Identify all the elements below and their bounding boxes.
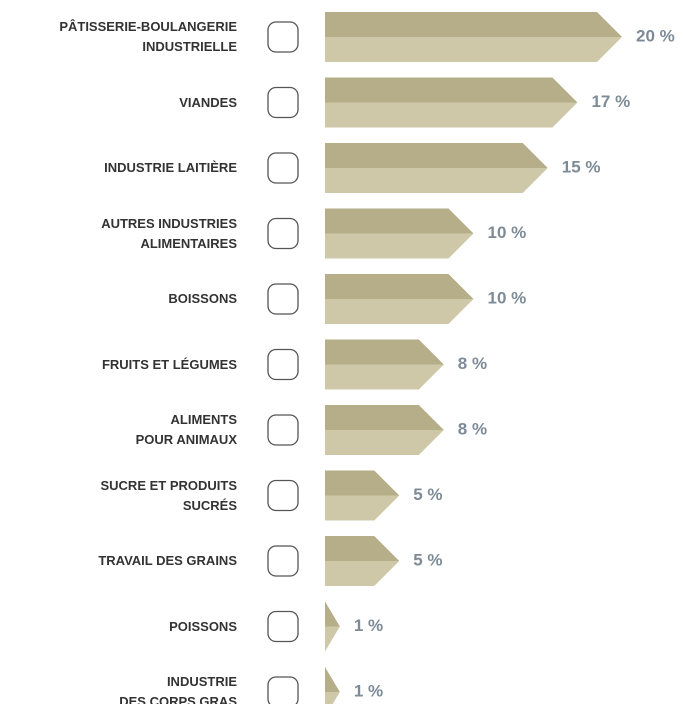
icon — [267, 21, 299, 53]
bar-half — [325, 299, 474, 324]
bar-half — [325, 102, 578, 128]
icon — [267, 545, 299, 577]
value-label: 8 % — [458, 419, 487, 438]
bar — [325, 208, 474, 259]
icon — [267, 86, 299, 119]
bar — [325, 77, 578, 128]
category-label: VIANDES — [179, 94, 237, 110]
bar-half — [325, 364, 444, 390]
bar-half — [325, 208, 474, 234]
value-label: 10 % — [488, 288, 527, 307]
bar-half — [325, 561, 400, 586]
icon — [267, 479, 299, 512]
bar-half — [325, 601, 340, 627]
icon — [267, 152, 299, 184]
category-label: BOISSONS — [168, 291, 237, 306]
category-label: INDUSTRIE DES CORPS GRAS — [119, 674, 237, 704]
icon — [267, 414, 299, 446]
category-label: TRAVAIL DES GRAINS — [98, 553, 237, 568]
bar-half — [325, 470, 400, 496]
bar — [325, 12, 622, 62]
value-label: 17 % — [591, 92, 630, 111]
bar-half — [325, 274, 474, 299]
category-label: SUCRE ET PRODUITS SUCRÉS — [100, 477, 237, 513]
category-label: PÂTISSERIE-BOULANGERIE INDUSTRIELLE — [59, 19, 237, 54]
icon — [267, 217, 299, 250]
bar-half — [325, 37, 622, 62]
bar — [325, 470, 400, 521]
value-label: 10 % — [488, 223, 527, 242]
value-label: 20 % — [636, 26, 675, 45]
icon — [267, 348, 299, 381]
bar-half — [325, 405, 444, 430]
bar — [325, 274, 474, 324]
bar — [325, 667, 340, 704]
value-label: 1 % — [354, 681, 383, 700]
bar-half — [325, 430, 444, 455]
value-label: 5 % — [413, 550, 442, 569]
bar-half — [325, 536, 400, 561]
icon — [267, 610, 299, 643]
category-label: AUTRES INDUSTRIES ALIMENTAIRES — [101, 215, 237, 251]
value-label: 8 % — [458, 354, 487, 373]
bar-half — [325, 667, 340, 692]
bar-half — [325, 233, 474, 259]
icon — [267, 283, 299, 315]
bar — [325, 601, 340, 652]
category-label: POISSONS — [169, 618, 237, 634]
bar-half — [325, 692, 340, 704]
category-label: INDUSTRIE LAITIÈRE — [104, 160, 237, 175]
bar-half — [325, 626, 340, 652]
bar — [325, 536, 400, 586]
value-label: 5 % — [413, 485, 442, 504]
value-label: 1 % — [354, 616, 383, 635]
bar-half — [325, 77, 578, 103]
value-label: 15 % — [562, 157, 601, 176]
bar-half — [325, 12, 622, 37]
bar-half — [325, 339, 444, 365]
bar — [325, 339, 444, 390]
bar — [325, 405, 444, 455]
category-label: ALIMENTS POUR ANIMAUX — [135, 412, 237, 447]
bar — [325, 143, 548, 193]
bar-half — [325, 495, 400, 521]
icon — [267, 676, 299, 704]
bar-half — [325, 143, 548, 168]
category-label: FRUITS ET LÉGUMES — [101, 356, 237, 372]
bar-half — [325, 168, 548, 193]
